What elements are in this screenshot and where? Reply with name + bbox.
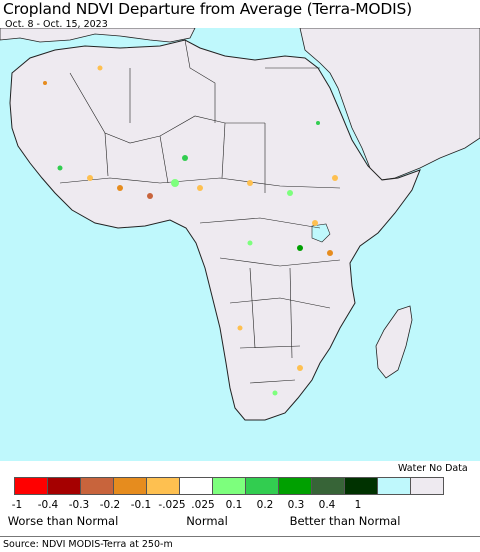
legend-tick-label: -0.3 bbox=[68, 499, 90, 511]
africa-landmass bbox=[9, 39, 421, 421]
legend-tick-label: -.025 bbox=[158, 499, 186, 511]
legend-tick-label: 0.2 bbox=[256, 499, 274, 511]
legend-swatch bbox=[410, 477, 444, 495]
legend-swatch bbox=[212, 477, 246, 495]
legend-tick-label: -0.1 bbox=[130, 499, 152, 511]
legend-group-worse: Worse than Normal bbox=[7, 514, 119, 528]
legend-tick-label: 0.3 bbox=[287, 499, 305, 511]
footer-divider bbox=[0, 536, 480, 537]
water-label: Water bbox=[398, 463, 427, 474]
date-range: Oct. 8 - Oct. 15, 2023 bbox=[5, 19, 108, 30]
legend-swatch bbox=[47, 477, 81, 495]
legend-swatch bbox=[80, 477, 114, 495]
legend-swatch bbox=[377, 477, 411, 495]
country-borders bbox=[59, 39, 341, 384]
legend-swatch bbox=[311, 477, 345, 495]
legend-tick-label: -1 bbox=[11, 499, 23, 511]
legend-tick-label: .025 bbox=[191, 499, 215, 511]
legend-swatch bbox=[146, 477, 180, 495]
legend-swatch bbox=[179, 477, 213, 495]
ndvi-speckles bbox=[43, 65, 338, 396]
legend-swatch bbox=[245, 477, 279, 495]
legend-tick-label: -0.4 bbox=[37, 499, 59, 511]
legend-color-bar bbox=[14, 477, 444, 495]
legend-group-normal: Normal bbox=[186, 514, 228, 528]
lake-victoria bbox=[311, 223, 331, 243]
legend-tick-label: -0.2 bbox=[99, 499, 121, 511]
madagascar-landmass bbox=[375, 305, 413, 379]
source-note: Source: NDVI MODIS-Terra at 250-m bbox=[3, 539, 173, 550]
legend-group-better: Better than Normal bbox=[289, 514, 401, 528]
legend-swatch bbox=[278, 477, 312, 495]
legend-tick-label: 1 bbox=[354, 499, 362, 511]
legend-tick-label: 0.1 bbox=[225, 499, 243, 511]
legend-tick-label: 0.4 bbox=[318, 499, 336, 511]
legend-swatch bbox=[344, 477, 378, 495]
legend-swatch bbox=[14, 477, 48, 495]
africa-map bbox=[0, 28, 480, 461]
nodata-label: No Data bbox=[429, 463, 468, 474]
legend-swatch bbox=[113, 477, 147, 495]
legend-water-nodata-label: Water No Data bbox=[398, 463, 468, 474]
europe-landmass bbox=[0, 28, 196, 43]
map-title: Cropland NDVI Departure from Average (Te… bbox=[3, 0, 413, 18]
